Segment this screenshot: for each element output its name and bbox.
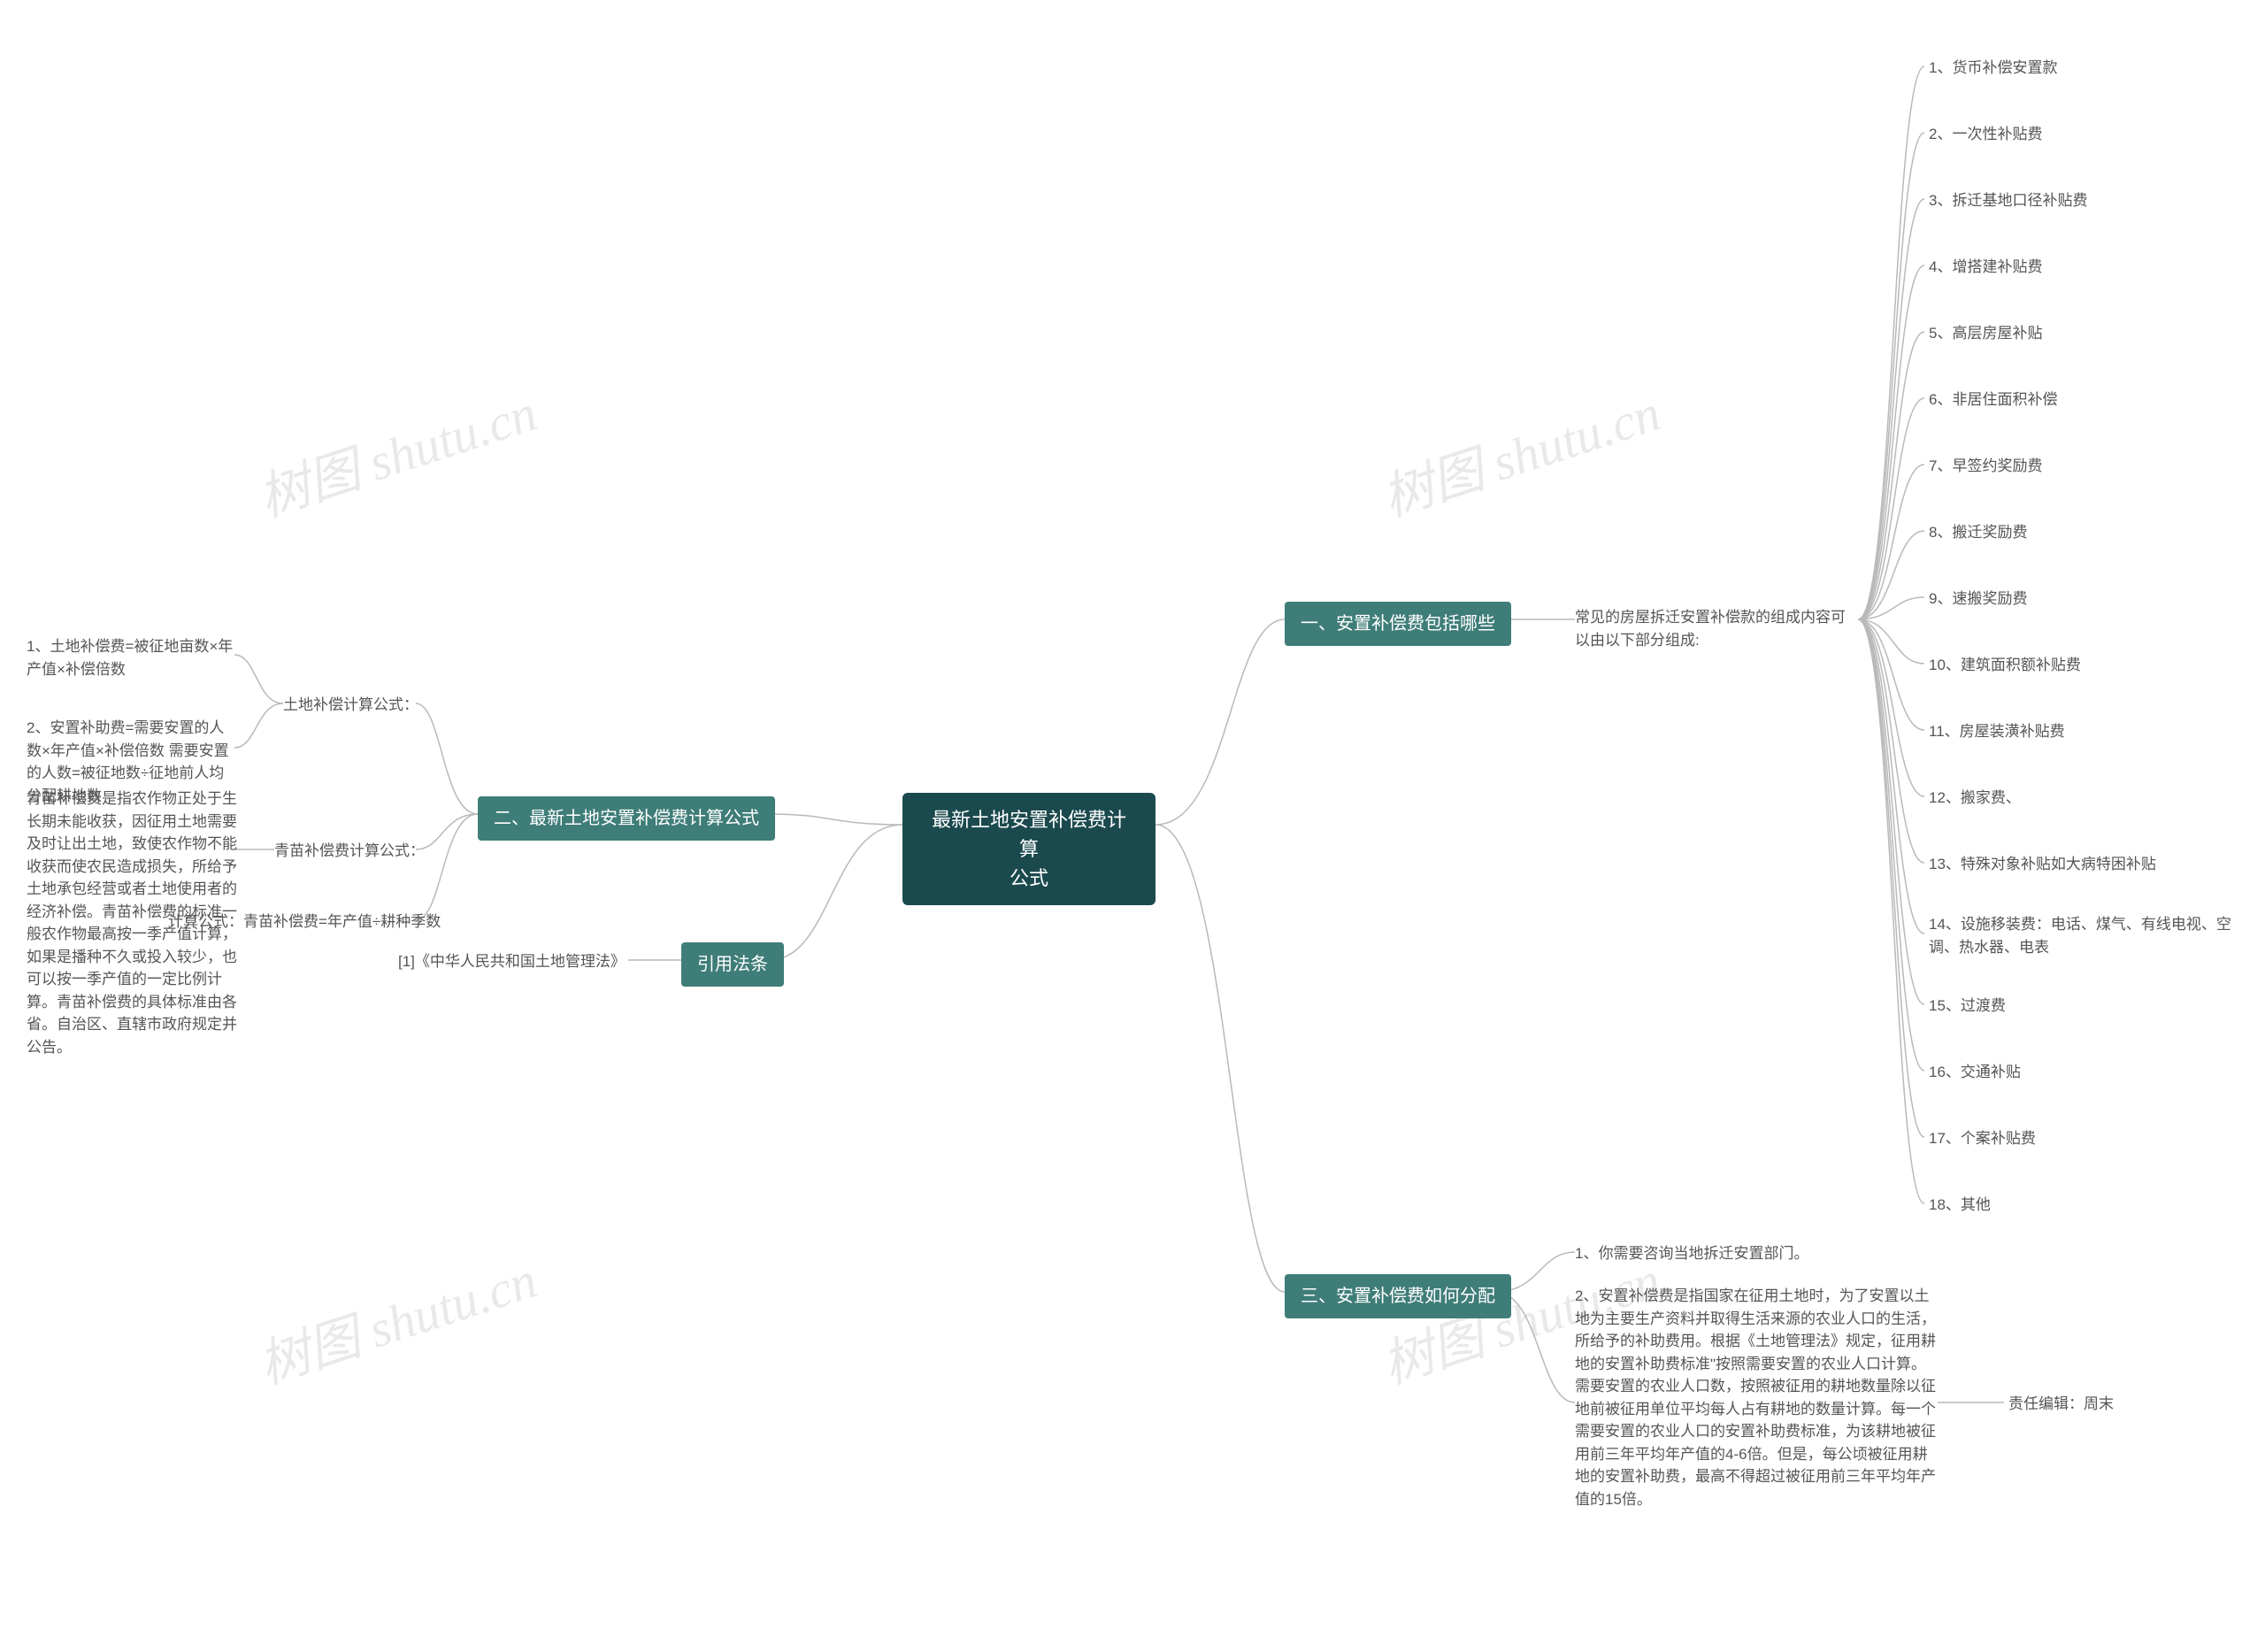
item-9: 9、速搬奖励费: [1929, 588, 2027, 611]
center-line1: 最新土地安置补偿费计算: [932, 809, 1126, 860]
item-5: 5、高层房屋补贴: [1929, 322, 2042, 345]
sub1-label: 土地补偿计算公式：: [283, 694, 418, 717]
branch-law: 引用法条: [681, 942, 784, 987]
watermark-2: 树图 shutu.cn: [1371, 371, 1668, 530]
watermark-3: 树图 shutu.cn: [248, 1238, 544, 1397]
watermark-1: 树图 shutu.cn: [248, 371, 544, 530]
item-3: 3、拆迁基地口径补贴费: [1929, 189, 2087, 212]
branch-includes: 一、安置补偿费包括哪些: [1285, 602, 1511, 646]
law-item: [1]《中华人民共和国土地管理法》: [398, 950, 626, 973]
item-1: 1、货币补偿安置款: [1929, 57, 2057, 80]
item-2: 2、一次性补贴费: [1929, 123, 2042, 146]
center-node: 最新土地安置补偿费计算 公式: [902, 793, 1156, 905]
branch1-desc: 常见的房屋拆迁安置补偿款的组成内容可以由以下部分组成:: [1575, 606, 1858, 651]
item-12: 12、搬家费、: [1929, 787, 2021, 810]
sub1-a: 1、土地补偿费=被征地亩数×年产值×补偿倍数: [27, 635, 239, 680]
item-4: 4、增搭建补贴费: [1929, 256, 2042, 279]
branch-formula: 二、最新土地安置补偿费计算公式: [478, 796, 775, 841]
item-17: 17、个案补贴费: [1929, 1127, 2036, 1150]
item-6: 6、非居住面积补偿: [1929, 388, 2057, 411]
sub2-b: 计算公式：青苗补偿费=年产值÷耕种季数: [168, 911, 441, 934]
item-14: 14、设施移装费：电话、煤气、有线电视、空调、热水器、电表: [1929, 913, 2238, 958]
dist-item1: 1、你需要咨询当地拆迁安置部门。: [1575, 1242, 1929, 1265]
item-13: 13、特殊对象补贴如大病特困补贴: [1929, 853, 2156, 876]
dist-item2: 2、安置补偿费是指国家在征用土地时，为了安置以土地为主要生产资料并取得生活来源的…: [1575, 1285, 1938, 1510]
item-15: 15、过渡费: [1929, 995, 2006, 1018]
item-7: 7、早签约奖励费: [1929, 455, 2042, 478]
item-8: 8、搬迁奖励费: [1929, 521, 2027, 544]
item-18: 18、其他: [1929, 1194, 1991, 1217]
dist-editor: 责任编辑：周末: [2008, 1393, 2114, 1416]
item-10: 10、建筑面积额补贴费: [1929, 654, 2081, 677]
item-16: 16、交通补贴: [1929, 1061, 2021, 1084]
item-11: 11、房屋装潢补贴费: [1929, 720, 2065, 743]
center-line2: 公式: [1010, 867, 1048, 889]
sub2-label: 青苗补偿费计算公式：: [274, 840, 425, 863]
branch-distribute: 三、安置补偿费如何分配: [1285, 1274, 1511, 1318]
